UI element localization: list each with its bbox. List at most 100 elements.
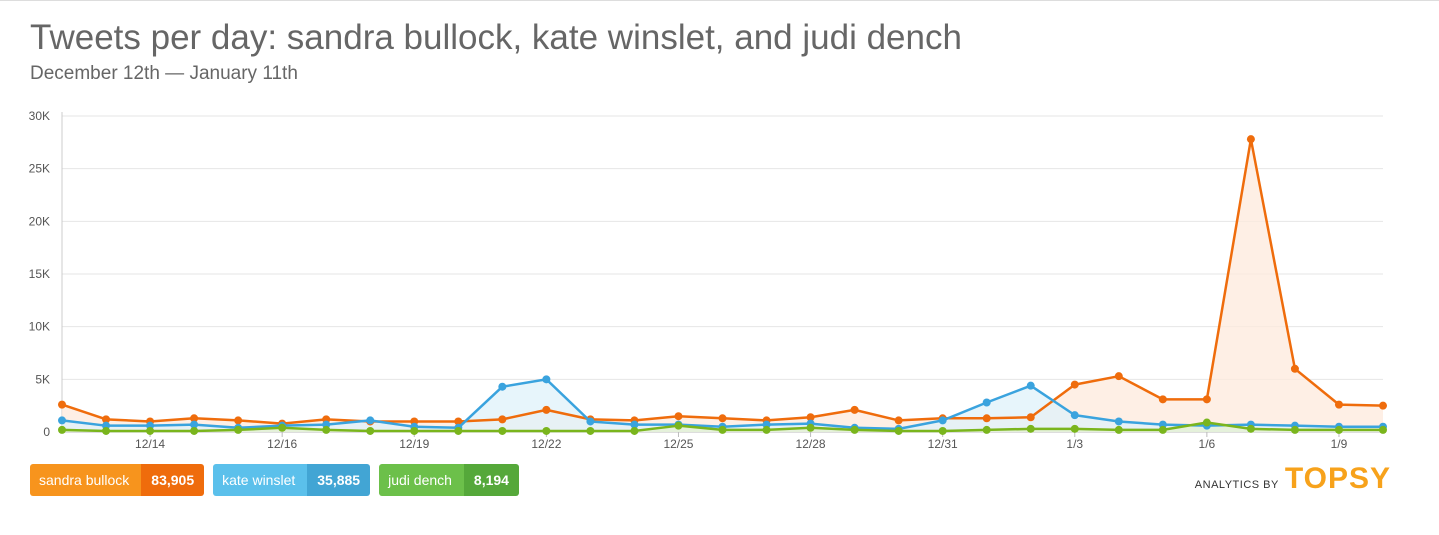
data-point (102, 415, 111, 424)
data-point (1114, 417, 1123, 426)
legend-name: judi dench (379, 464, 464, 496)
data-point (1290, 425, 1299, 434)
data-point (1334, 425, 1343, 434)
data-point (850, 405, 859, 414)
data-point (982, 398, 991, 407)
series-area-sandra-bullock (62, 139, 1383, 432)
data-point (1202, 418, 1211, 427)
data-point (102, 426, 111, 435)
x-tick-label: 12/14 (135, 437, 165, 451)
data-point (1070, 424, 1079, 433)
data-point (1246, 135, 1255, 144)
data-point (366, 426, 375, 435)
tweets-line-chart: 0 5K 10K 15K 20K 25K 30K 12/14 12/16 12/19 12/22 12… (29, 109, 1387, 451)
x-tick-label: 1/9 (1331, 437, 1348, 451)
data-point (1114, 372, 1123, 381)
data-point (58, 400, 66, 409)
data-point (190, 426, 199, 435)
x-tick-label: 1/3 (1066, 437, 1083, 451)
legend-kate-winslet[interactable]: kate winslet 35,885 (213, 464, 371, 496)
data-point (1334, 400, 1343, 409)
data-point (938, 416, 947, 425)
x-tick-label: 12/19 (399, 437, 429, 451)
data-point (498, 382, 507, 391)
data-point (1070, 380, 1079, 389)
data-point (718, 425, 727, 434)
data-point (762, 425, 771, 434)
data-point (454, 426, 463, 435)
data-point (630, 426, 639, 435)
data-point (850, 425, 859, 434)
data-point (1379, 425, 1387, 434)
data-point (674, 421, 683, 430)
data-point (410, 426, 419, 435)
y-tick-label: 10K (29, 320, 50, 334)
data-point (278, 423, 287, 432)
date-range-subtitle: December 12th — January 11th (30, 63, 298, 84)
legend-name: sandra bullock (30, 464, 142, 496)
data-point (806, 413, 815, 422)
data-point (1070, 411, 1079, 420)
y-tick-label: 0 (43, 425, 50, 439)
data-point (498, 426, 507, 435)
analytics-by-label: ANALYTICS BY (1194, 479, 1279, 491)
data-point (938, 426, 947, 435)
topsy-logo: TOPSY (1284, 462, 1391, 495)
data-point (190, 414, 199, 423)
legend-name: kate winslet (213, 464, 308, 496)
data-point (1026, 413, 1035, 422)
data-point (454, 417, 463, 426)
y-tick-label: 15K (29, 267, 50, 281)
data-point (322, 425, 331, 434)
data-point (586, 417, 595, 426)
x-tick-label: 12/22 (531, 437, 561, 451)
data-point (58, 425, 66, 434)
data-point (234, 425, 243, 434)
series-area-kate-winslet (62, 379, 1383, 432)
y-tick-label: 30K (29, 109, 50, 123)
data-point (630, 420, 639, 429)
legend-total: 83,905 (141, 464, 205, 496)
page-title: Tweets per day: sandra bullock, kate win… (30, 18, 962, 57)
data-point (542, 405, 551, 414)
data-point (146, 426, 155, 435)
data-point (586, 426, 595, 435)
data-point (498, 415, 507, 424)
data-point (718, 414, 727, 423)
x-tick-label: 1/6 (1199, 437, 1216, 451)
y-tick-label: 20K (29, 214, 50, 228)
data-point (1246, 424, 1255, 433)
data-point (1290, 364, 1299, 373)
data-point (1379, 401, 1387, 410)
data-point (542, 375, 551, 384)
data-point (1158, 425, 1167, 434)
data-point (894, 416, 903, 425)
legend: sandra bullock 83,905 kate winslet 35,88… (30, 464, 519, 496)
data-point (1026, 424, 1035, 433)
data-point (982, 414, 991, 423)
legend-total: 35,885 (307, 464, 371, 496)
data-point (366, 416, 375, 425)
data-point (1114, 425, 1123, 434)
data-point (1158, 395, 1167, 404)
data-point (806, 423, 815, 432)
legend-total: 8,194 (463, 464, 519, 496)
data-point (982, 425, 991, 434)
x-tick-label: 12/28 (796, 437, 826, 451)
x-tick-label: 12/31 (928, 437, 958, 451)
x-tick-label: 12/25 (663, 437, 693, 451)
data-point (1026, 381, 1035, 390)
data-point (542, 426, 551, 435)
data-point (894, 426, 903, 435)
data-point (1202, 395, 1211, 404)
legend-sandra-bullock[interactable]: sandra bullock 83,905 (30, 464, 205, 496)
data-point (58, 416, 66, 425)
y-tick-label: 5K (35, 372, 50, 386)
topsy-brand[interactable]: ANALYTICS BY TOPSY (1195, 462, 1391, 496)
data-point (234, 416, 243, 425)
legend-judi-dench[interactable]: judi dench 8,194 (379, 464, 519, 496)
data-point (674, 412, 683, 421)
x-tick-label: 12/16 (267, 437, 297, 451)
data-point (190, 420, 199, 429)
series-line-sandra-bullock (61, 137, 1384, 425)
